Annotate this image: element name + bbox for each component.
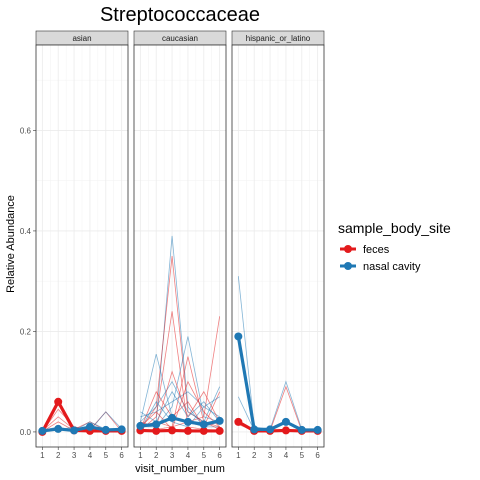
data-point [54, 397, 63, 406]
x-tick-label: 1 [40, 451, 45, 460]
series-nasal-cavity [234, 332, 322, 434]
x-tick-label: 4 [88, 451, 93, 460]
data-point [136, 421, 145, 430]
legend-title: sample_body_site [338, 220, 451, 236]
x-tick-label: 3 [72, 451, 77, 460]
y-tick-label: 0.0 [20, 428, 32, 437]
legend-label: feces [363, 244, 390, 256]
subject-line [140, 380, 220, 431]
legend-key-point [344, 245, 352, 253]
x-tick-label: 5 [104, 451, 109, 460]
data-point [313, 425, 322, 434]
x-tick-label: 6 [315, 451, 320, 460]
y-axis-title: Relative Abundance [5, 195, 17, 293]
legend-key-point [344, 262, 352, 270]
legend-label: nasal cavity [363, 261, 421, 273]
data-point [183, 417, 192, 426]
y-tick-label: 0.2 [20, 327, 32, 336]
data-point [215, 416, 224, 425]
legend: sample_body_site feces nasal cavity [338, 220, 451, 273]
data-point [168, 426, 177, 435]
facet-strip-label: caucasian [162, 34, 198, 43]
x-tick-label: 4 [284, 451, 289, 460]
x-tick-label: 3 [170, 451, 175, 460]
subject-line [140, 391, 220, 418]
panel-border [133, 44, 227, 448]
data-point [281, 417, 290, 426]
series-nasal-cavity [136, 413, 224, 430]
x-tick-label: 1 [236, 451, 241, 460]
facet-strip-label: hispanic_or_latino [246, 34, 311, 43]
data-point [199, 420, 208, 429]
y-tick-label: 0.4 [20, 227, 32, 236]
data-point [101, 425, 110, 434]
x-tick-label: 5 [202, 451, 207, 460]
data-point [215, 426, 224, 435]
data-point [281, 426, 290, 435]
subject-line [140, 390, 220, 423]
facet-caucasian: caucasian 1 2 3 4 5 6 [133, 30, 227, 460]
subject-line [139, 390, 221, 430]
x-tick-label: 6 [119, 451, 124, 460]
x-tick-label: 2 [252, 451, 257, 460]
data-point [234, 417, 243, 426]
legend-entry-feces: feces [340, 244, 390, 256]
data-point [168, 413, 177, 422]
y-axis: 0.0 0.2 0.4 0.6 [20, 126, 36, 437]
data-point [152, 420, 161, 429]
x-axis-title: visit_number_num [135, 463, 225, 475]
facet-hispanic_or_latino: hispanic_or_latino 1 2 3 4 5 6 [231, 30, 325, 460]
data-point [266, 425, 275, 434]
data-point [117, 425, 126, 434]
data-point [54, 424, 63, 433]
data-point [70, 426, 79, 435]
data-point [234, 332, 243, 341]
x-tick-label: 2 [56, 451, 61, 460]
data-point [85, 422, 94, 431]
data-point [297, 425, 306, 434]
data-point [152, 426, 161, 435]
y-tick-label: 0.6 [20, 126, 32, 135]
x-tick-label: 6 [217, 451, 222, 460]
panel-border [35, 44, 129, 448]
chart-title: Streptococcaceae [100, 4, 260, 26]
panel-border [231, 44, 325, 448]
data-point [250, 425, 259, 434]
x-tick-label: 5 [300, 451, 305, 460]
facet-asian: asian 1 2 3 4 5 6 [35, 30, 129, 460]
data-point [199, 426, 208, 435]
data-point [38, 426, 47, 435]
x-tick-label: 3 [268, 451, 273, 460]
legend-entry-nasal-cavity: nasal cavity [340, 261, 421, 273]
data-point [183, 426, 192, 435]
x-tick-label: 4 [186, 451, 191, 460]
facet-strip-label: asian [72, 34, 91, 43]
series-nasal-cavity [38, 422, 126, 435]
x-tick-label: 1 [138, 451, 143, 460]
x-tick-label: 2 [154, 451, 159, 460]
